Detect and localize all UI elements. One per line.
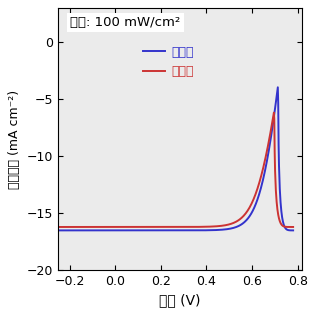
Line: 劑離前: 劑離前: [58, 87, 293, 230]
劑離前: [98, 228, 102, 232]
劑離後: [162, 225, 166, 229]
劑離後: [98, 225, 102, 229]
Legend: 劑離前, 劑離後: 劑離前, 劑離後: [137, 41, 199, 83]
Y-axis label: 電流密度 (mA cm⁻²): 電流密度 (mA cm⁻²): [8, 90, 21, 189]
Text: 光源: 100 mW/cm²: 光源: 100 mW/cm²: [70, 16, 180, 29]
劑離前: [162, 228, 166, 232]
劑離後: [272, 111, 276, 115]
劑離前: [117, 228, 120, 232]
劑離後: [291, 225, 295, 229]
劑離前: [233, 226, 237, 229]
劑離前: [276, 85, 280, 89]
Line: 劑離後: 劑離後: [58, 113, 293, 227]
劑離後: [195, 225, 198, 229]
劑離前: [213, 228, 217, 232]
X-axis label: 電圧 (V): 電圧 (V): [160, 294, 201, 308]
劑離後: [233, 220, 237, 224]
劑離後: [56, 225, 60, 229]
劑離前: [56, 228, 60, 232]
劑離後: [117, 225, 120, 229]
劑離前: [195, 228, 198, 232]
劑離後: [213, 224, 217, 228]
劑離前: [291, 228, 295, 232]
